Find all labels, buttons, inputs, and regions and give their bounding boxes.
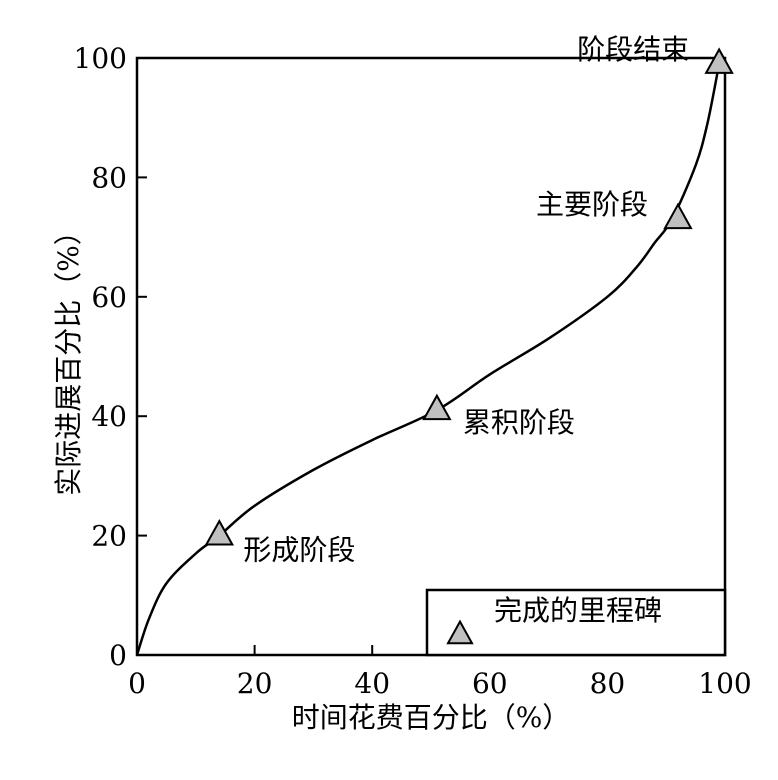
milestone-label: 形成阶段 (243, 534, 355, 567)
x-tick-label: 20 (237, 667, 273, 700)
legend-box (425, 588, 727, 657)
y-tick-label: 60 (91, 281, 127, 314)
x-tick-label: 40 (354, 667, 390, 700)
progress-curve (135, 63, 721, 656)
x-axis-title: 时间花费百分比（%） (292, 701, 571, 734)
milestone-marker (704, 47, 734, 74)
axis-ticks (136, 57, 726, 656)
y-tick-label: 40 (91, 400, 127, 433)
legend: 完成的里程碑 (425, 588, 727, 657)
milestone-markers: 形成阶段 累积阶段 主要阶段 阶段结束 (204, 33, 734, 567)
milestone-label: 主要阶段 (536, 188, 648, 221)
x-tick-label: 0 (128, 667, 146, 700)
milestone-label: 累积阶段 (463, 406, 575, 439)
y-tick-label: 100 (74, 42, 127, 75)
x-tick-label: 100 (698, 667, 751, 700)
milestone-marker (663, 202, 693, 230)
legend-label: 完成的里程碑 (494, 594, 662, 627)
axis-tick-labels: 0 20 40 60 80 100 0 20 40 60 80 100 (74, 42, 752, 700)
milestone-label: 阶段结束 (577, 33, 689, 66)
y-tick-label: 0 (109, 639, 127, 672)
x-tick-label: 60 (472, 667, 508, 700)
y-tick-label: 80 (91, 161, 127, 194)
plot-area-frame (135, 56, 727, 657)
milestone-marker (204, 519, 235, 546)
y-tick-label: 20 (91, 520, 127, 553)
y-axis-title: 实际进展百分比（%） (52, 217, 85, 496)
milestone-marker (422, 393, 452, 421)
legend-triangle-icon (446, 619, 474, 645)
x-tick-label: 80 (590, 667, 626, 700)
